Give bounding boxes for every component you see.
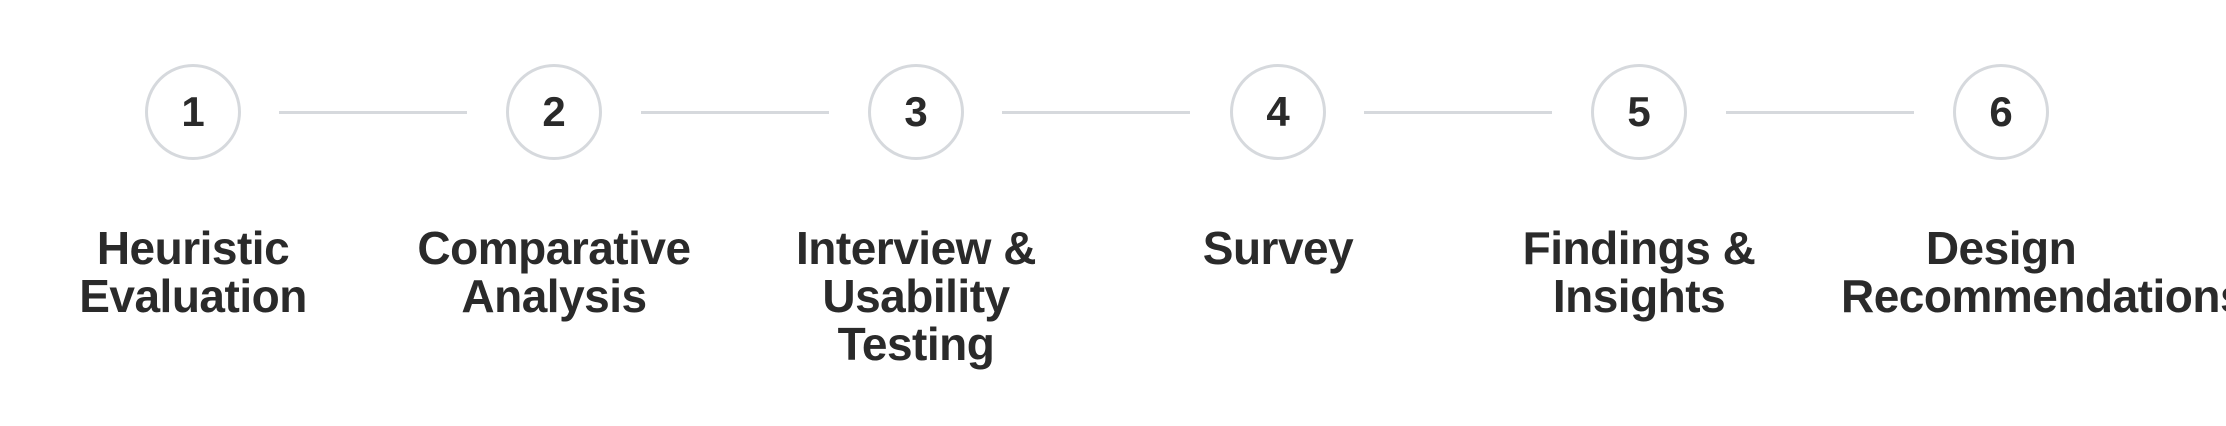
step-4-label: Survey xyxy=(1118,224,1438,272)
step-3-label-line-1: Interview & xyxy=(796,222,1036,274)
step-1-label-line-2: Evaluation xyxy=(79,270,307,322)
step-1-label-line-1: Heuristic xyxy=(96,222,290,274)
connector-3-4 xyxy=(1002,111,1190,114)
step-6: 6 Design Recommendations xyxy=(1841,0,2226,426)
step-2-label: Comparative Analysis xyxy=(394,224,714,320)
step-5-number: 5 xyxy=(1627,88,1651,135)
step-2-circle: 2 xyxy=(506,64,602,160)
step-5-label-line-2: Insights xyxy=(1552,270,1726,322)
step-4-circle: 4 xyxy=(1230,64,1326,160)
step-3-circle: 3 xyxy=(868,64,964,160)
step-1: 1 Heuristic Evaluation xyxy=(33,0,353,426)
step-3: 3 Interview & Usability Testing xyxy=(756,0,1076,426)
step-4-label-line-1: Survey xyxy=(1202,222,1354,274)
step-1-label: Heuristic Evaluation xyxy=(33,224,353,320)
step-6-label-line-2: Recommendations xyxy=(1841,270,2226,322)
step-5-label: Findings & Insights xyxy=(1479,224,1799,320)
step-4-number: 4 xyxy=(1266,88,1290,135)
step-6-label: Design Recommendations xyxy=(1841,222,2226,322)
step-5-circle: 5 xyxy=(1591,64,1687,160)
step-3-number: 3 xyxy=(904,88,928,135)
step-3-label: Interview & Usability Testing xyxy=(756,224,1076,368)
step-3-label-line-3: Testing xyxy=(837,318,995,370)
step-2-label-line-2: Analysis xyxy=(461,270,647,322)
connector-4-5 xyxy=(1364,111,1552,114)
step-3-label-line-2: Usability xyxy=(822,270,1010,322)
connector-1-2 xyxy=(279,111,467,114)
step-5: 5 Findings & Insights xyxy=(1479,0,1799,426)
step-2-label-line-1: Comparative xyxy=(417,222,691,274)
step-6-circle: 6 xyxy=(1953,64,2049,160)
connector-5-6 xyxy=(1726,111,1914,114)
step-6-label-line-1: Design xyxy=(1925,222,2077,274)
step-1-circle: 1 xyxy=(145,64,241,160)
step-4: 4 Survey xyxy=(1118,0,1438,426)
step-5-label-line-1: Findings & xyxy=(1522,222,1756,274)
connector-2-3 xyxy=(641,111,829,114)
step-2: 2 Comparative Analysis xyxy=(394,0,714,426)
step-2-number: 2 xyxy=(542,88,566,135)
step-6-number: 6 xyxy=(1989,88,2013,135)
step-1-number: 1 xyxy=(181,88,205,135)
